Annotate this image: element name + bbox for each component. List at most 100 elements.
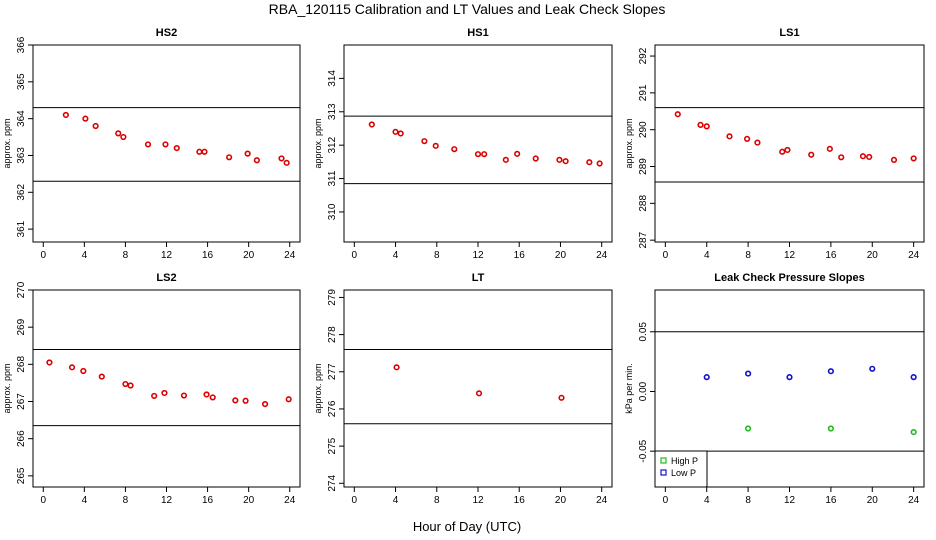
data-point-series-1 bbox=[596, 160, 603, 167]
x-tick-label: 20 bbox=[555, 495, 567, 506]
x-tick-label: 12 bbox=[472, 250, 484, 261]
y-tick-label: 277 bbox=[327, 363, 338, 380]
x-tick-label: 16 bbox=[514, 250, 526, 261]
x-tick-label: 0 bbox=[663, 495, 669, 506]
data-point-series-1 bbox=[502, 156, 509, 163]
x-tick-label: 24 bbox=[908, 495, 920, 506]
y-tick-label: 0.05 bbox=[638, 322, 649, 342]
y-tick-label: 312 bbox=[327, 136, 338, 153]
data-point-series-1 bbox=[80, 367, 87, 375]
x-tick-label: 24 bbox=[908, 250, 920, 261]
data-point-series-1 bbox=[253, 157, 260, 164]
y-tick-label: 364 bbox=[16, 110, 27, 127]
plot-frame bbox=[32, 44, 301, 243]
y-axis-label: approx. ppm bbox=[313, 363, 323, 413]
panel-2: HS1 approx. ppm 0 4 8 12 16 20 24 310 311 312 313 314 bbox=[313, 27, 613, 261]
x-tick-label: 4 bbox=[704, 250, 710, 261]
legend-label: Low P bbox=[671, 468, 696, 478]
data-point-series-1 bbox=[92, 122, 99, 130]
x-tick-label: 16 bbox=[825, 250, 837, 261]
y-tick-label: 289 bbox=[638, 158, 649, 175]
y-tick-label: 365 bbox=[16, 73, 27, 90]
y-tick-label: 290 bbox=[638, 121, 649, 138]
data-point-series-1 bbox=[285, 396, 292, 403]
x-tick-label: 4 bbox=[393, 250, 399, 261]
plot-frame bbox=[32, 289, 301, 488]
y-tick-label: 313 bbox=[327, 103, 338, 120]
y-tick-label: 314 bbox=[327, 70, 338, 87]
x-tick-label: 8 bbox=[123, 495, 129, 506]
x-tick-label: 16 bbox=[825, 495, 837, 506]
y-tick-label: 268 bbox=[16, 356, 27, 373]
x-tick-label: 0 bbox=[40, 250, 46, 261]
y-tick-label: 362 bbox=[16, 184, 27, 201]
y-tick-label: 279 bbox=[327, 289, 338, 306]
data-point-series-1 bbox=[859, 153, 867, 160]
x-tick-label: 12 bbox=[161, 495, 173, 506]
data-point-series-1 bbox=[180, 392, 188, 399]
data-point-series-1 bbox=[703, 123, 710, 130]
data-point-series-1 bbox=[209, 394, 216, 401]
data-point-series-1 bbox=[261, 401, 269, 408]
panel-6: Leak Check Pressure Slopes kPa per min. 0 4… bbox=[624, 272, 925, 506]
y-axis-label: approx. ppm bbox=[624, 118, 634, 168]
x-tick-label: 8 bbox=[745, 495, 751, 506]
x-tick-label: 20 bbox=[555, 250, 567, 261]
data-point-series-1 bbox=[98, 373, 105, 380]
data-point-series-1 bbox=[890, 156, 898, 163]
data-point-series-1 bbox=[393, 364, 400, 371]
x-tick-label: 4 bbox=[704, 495, 710, 506]
x-tick-label: 16 bbox=[202, 495, 214, 506]
x-tick-label: 8 bbox=[123, 250, 129, 261]
data-point-low-p bbox=[827, 368, 834, 375]
legend: High P Low P bbox=[654, 450, 708, 488]
data-point-low-p bbox=[703, 374, 710, 381]
y-tick-label: 311 bbox=[327, 170, 338, 186]
y-tick-label: 265 bbox=[16, 467, 27, 484]
data-point-series-1 bbox=[120, 133, 127, 141]
data-point-series-1 bbox=[226, 154, 233, 161]
data-point-series-1 bbox=[232, 397, 239, 404]
data-point-series-1 bbox=[392, 128, 399, 135]
panel-1: HS2 approx. ppm 0 4 8 12 16 20 24 361 362 363 364 365… bbox=[2, 27, 301, 261]
panel-4: LS2 approx. ppm 0 4 8 12 16 20 24 265 266 267 268 269… bbox=[2, 272, 301, 506]
y-tick-label: 287 bbox=[638, 231, 649, 248]
legend-box bbox=[654, 450, 708, 488]
panel-title: HS2 bbox=[156, 27, 177, 39]
legend-swatch bbox=[660, 469, 667, 476]
data-point-series-1 bbox=[726, 133, 733, 140]
x-tick-label: 24 bbox=[596, 495, 608, 506]
x-tick-label: 4 bbox=[82, 250, 88, 261]
y-axis-label: approx. ppm bbox=[2, 363, 12, 413]
data-point-series-1 bbox=[62, 111, 69, 119]
data-point-low-p bbox=[745, 370, 752, 377]
data-point-series-1 bbox=[162, 141, 169, 148]
y-tick-label: 366 bbox=[16, 36, 27, 53]
plot-frame bbox=[654, 44, 925, 243]
figure-title: RBA_120115 Calibration and LT Values and… bbox=[269, 1, 666, 17]
y-tick-label: 269 bbox=[16, 318, 27, 335]
y-tick-label: 288 bbox=[638, 195, 649, 212]
data-point-series-1 bbox=[201, 148, 208, 155]
data-point-series-1 bbox=[743, 135, 751, 142]
data-point-series-1 bbox=[122, 380, 129, 388]
y-tick-label: 292 bbox=[638, 47, 649, 64]
panel-title: LT bbox=[472, 272, 485, 284]
x-tick-label: 0 bbox=[663, 250, 669, 261]
x-tick-label: 0 bbox=[352, 495, 358, 506]
data-point-series-1 bbox=[838, 154, 845, 161]
data-point-series-1 bbox=[586, 159, 593, 166]
data-point-series-1 bbox=[368, 121, 375, 128]
data-point-series-1 bbox=[475, 390, 483, 397]
y-axis-label: kPa per min. bbox=[624, 363, 634, 414]
x-tick-label: 12 bbox=[472, 495, 484, 506]
panel-title: LS1 bbox=[779, 27, 799, 39]
panel-title: HS1 bbox=[467, 27, 488, 39]
data-point-low-p bbox=[869, 365, 876, 372]
data-point-series-1 bbox=[910, 155, 917, 162]
x-tick-label: 20 bbox=[243, 495, 255, 506]
data-point-series-1 bbox=[562, 158, 569, 165]
y-tick-label: 266 bbox=[16, 430, 27, 447]
data-point-series-1 bbox=[196, 148, 203, 155]
plot-frame bbox=[343, 289, 613, 488]
